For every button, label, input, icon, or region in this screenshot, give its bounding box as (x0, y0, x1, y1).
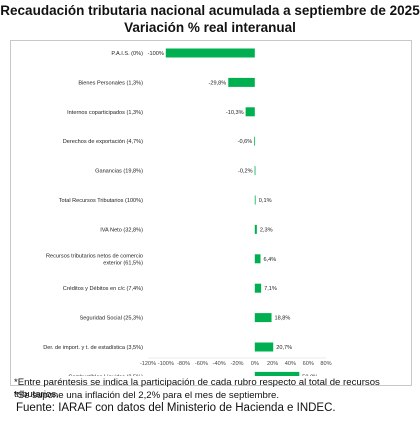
bar (254, 254, 261, 264)
x-tick-label: -100% (158, 361, 174, 367)
category-label: Combustibles Líquidos (2,5%) (68, 374, 143, 376)
data-label: 50,0% (302, 374, 318, 376)
x-tick-label: 60% (303, 361, 314, 367)
data-label: 7,1% (264, 286, 277, 292)
x-tick-label: 40% (285, 361, 296, 367)
category-label: Derechos de exportación (4,7%) (63, 139, 143, 145)
category-label: Total Recursos Tributarios (100%) (59, 198, 143, 204)
bar (254, 136, 256, 146)
category-label: IVA Neto (32,8%) (100, 227, 143, 233)
data-label: 20,7% (276, 345, 292, 351)
plot-frame (10, 40, 412, 386)
data-label: -10,3% (226, 110, 244, 116)
chart-subtitle: Variación % real interanual (124, 20, 296, 35)
bar (254, 313, 272, 323)
bar (254, 166, 256, 176)
bar (254, 283, 262, 293)
category-label: Créditos y Débitos en c/c (7,4%) (63, 286, 143, 292)
data-label: 0,1% (259, 198, 272, 204)
bar (254, 224, 257, 234)
footnote-participation: *Entre paréntesis se indica la participa… (14, 377, 380, 400)
bar-chart: P.A.I.S. (0%) -100% Bienes Personales (1,3… (43, 48, 332, 376)
bar (254, 371, 300, 376)
data-label: -0,2% (238, 169, 253, 175)
data-label: 2,3% (260, 227, 273, 233)
x-tick-label: -80% (177, 361, 190, 367)
x-tick-label: -20% (230, 361, 243, 367)
x-tick-label: -60% (195, 361, 208, 367)
category-label: Internos coparticipados (1,3%) (67, 110, 143, 116)
data-label: -0,6% (238, 139, 253, 145)
bar (254, 342, 274, 352)
data-label: 6,4% (263, 257, 276, 263)
bar (165, 48, 255, 58)
x-tick-label: 20% (267, 361, 278, 367)
category-label: Bienes Personales (1,3%) (78, 80, 143, 86)
source-note: Fuente: IARAF con datos del Ministerio d… (16, 402, 336, 414)
x-tick-label: -120% (140, 361, 156, 367)
x-tick-label: -40% (213, 361, 226, 367)
data-label: -100% (148, 51, 164, 57)
bar (254, 195, 256, 205)
category-label: Recursos tributarios netos de comercio ex… (46, 253, 143, 266)
bar (245, 107, 255, 117)
category-label: Der. de import. y t. de estadística (3,5… (43, 345, 143, 351)
data-label: 18,8% (275, 316, 291, 322)
x-tick-label: 80% (320, 361, 331, 367)
category-label: Seguridad Social (25,3%) (80, 316, 144, 322)
x-tick-label: 0% (251, 361, 259, 367)
category-label: Ganancias (19,8%) (95, 169, 143, 175)
footnote-inflation: *Se supone una inflación del 2,2% para e… (14, 390, 280, 401)
category-label: P.A.I.S. (0%) (111, 51, 143, 57)
chart-title: Recaudación tributaria nacional acumulad… (0, 3, 420, 18)
bar (228, 77, 255, 87)
data-label: -29,8% (209, 80, 227, 86)
